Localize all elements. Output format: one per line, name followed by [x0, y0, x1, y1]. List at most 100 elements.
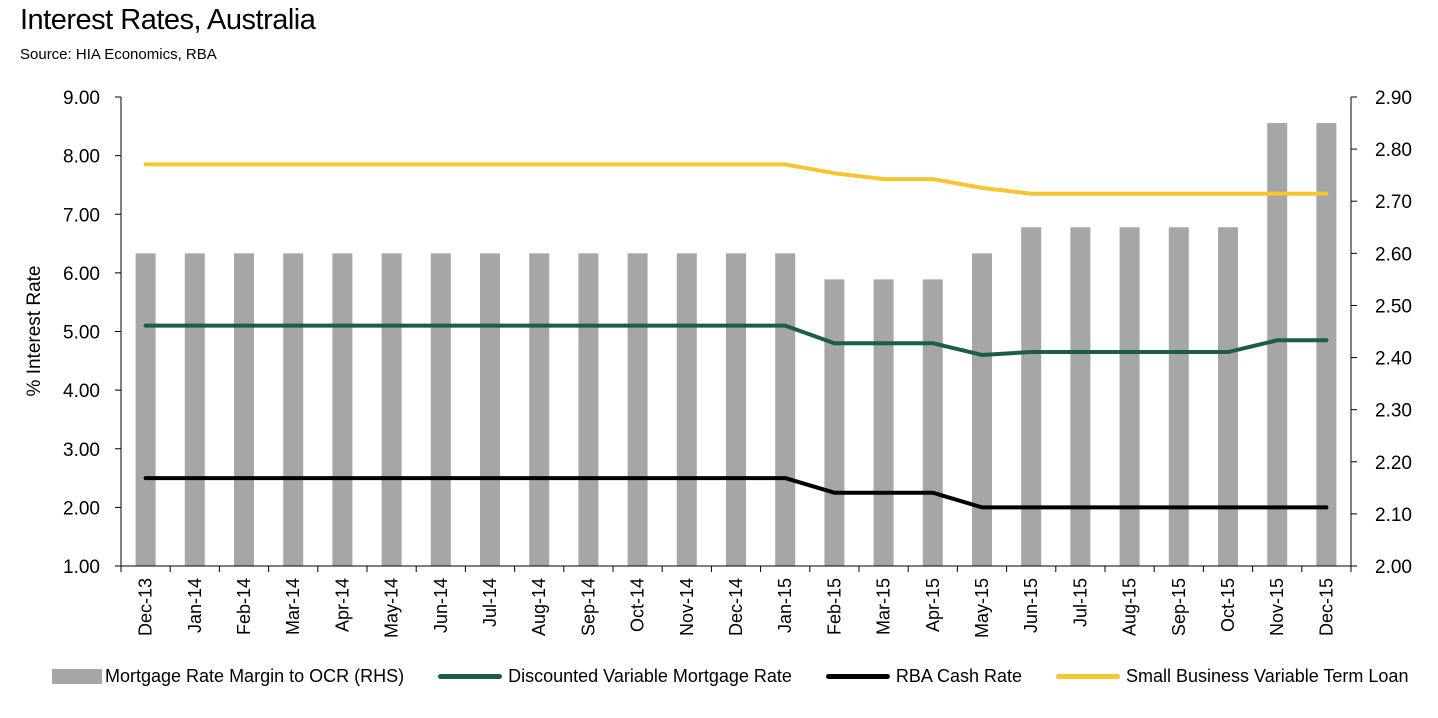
x-tick-label: Dec-14 — [726, 578, 746, 636]
line-small-business-variable-term-loan — [143, 162, 1329, 196]
point-2-Apr-14 — [341, 477, 343, 479]
point-3-Apr-15 — [932, 178, 934, 180]
x-tick-label: Jul-14 — [480, 578, 500, 627]
bar-margin-Mar-15 — [873, 279, 894, 566]
point-1-Oct-15 — [1227, 351, 1229, 353]
legend-item-small-business: Small Business Variable Term Loan — [1055, 666, 1409, 687]
y-tick-label-left: 3.00 — [63, 440, 100, 461]
legend-item-cash: RBA Cash Rate — [825, 666, 1022, 687]
point-3-Oct-14 — [637, 163, 639, 165]
point-3-Sep-14 — [587, 163, 589, 165]
point-1-Jun-15 — [1030, 351, 1032, 353]
point-3-Dec-15 — [1325, 193, 1327, 195]
bar-margin-Dec-14 — [726, 253, 746, 567]
y-tick-label-left: 6.00 — [63, 264, 100, 285]
bar-margin-Dec-15 — [1316, 123, 1337, 567]
x-tick-label: Feb-14 — [234, 578, 254, 635]
point-2-Jun-14 — [440, 477, 442, 479]
x-tick-label: Feb-15 — [824, 578, 844, 635]
point-1-Mar-14 — [292, 325, 294, 327]
legend-label-cash: RBA Cash Rate — [895, 666, 1022, 686]
point-3-Aug-15 — [1129, 193, 1131, 195]
x-tick-label: Sep-14 — [578, 578, 598, 636]
y-tick-label-right: 2.00 — [1375, 557, 1412, 578]
point-2-Aug-14 — [538, 477, 540, 479]
y-tick-label-left: 7.00 — [63, 205, 100, 226]
bar-margin-Apr-14 — [332, 253, 353, 567]
x-tick-label: May-14 — [382, 578, 402, 638]
point-3-Feb-14 — [243, 163, 245, 165]
x-tick-label: Dec-15 — [1316, 578, 1336, 636]
x-tick-label: Nov-15 — [1267, 578, 1287, 636]
legend-swatch-small-business — [1055, 674, 1120, 679]
point-3-Mar-14 — [292, 163, 294, 165]
point-2-Oct-14 — [637, 477, 639, 479]
point-3-Jan-15 — [784, 163, 786, 165]
point-3-Dec-14 — [735, 163, 737, 165]
chart-title: Interest Rates, Australia — [20, 4, 316, 36]
point-3-Feb-15 — [833, 172, 835, 174]
x-tick-label: Sep-15 — [1169, 578, 1189, 636]
bar-margin-Sep-15 — [1168, 227, 1189, 566]
point-3-Jun-15 — [1030, 193, 1032, 195]
point-1-Mar-15 — [883, 342, 885, 344]
bar-margin-Aug-15 — [1119, 227, 1140, 566]
bar-margin-Jul-15 — [1070, 227, 1091, 566]
point-2-Jun-15 — [1030, 506, 1032, 508]
point-1-Dec-15 — [1325, 339, 1327, 341]
point-2-Jan-14 — [194, 477, 196, 479]
bar-margin-Apr-15 — [922, 279, 943, 566]
bar-margin-May-14 — [381, 253, 402, 567]
point-1-Nov-14 — [686, 325, 688, 327]
bar-margin-Oct-15 — [1218, 227, 1238, 566]
x-tick-label: Oct-15 — [1218, 578, 1238, 632]
point-2-May-15 — [981, 506, 983, 508]
x-tick-label: Apr-14 — [332, 578, 352, 632]
x-tick-label: Nov-14 — [677, 578, 697, 636]
point-2-Mar-14 — [292, 477, 294, 479]
y-tick-label-right: 2.70 — [1375, 192, 1412, 213]
point-2-Feb-14 — [243, 477, 245, 479]
x-tick-label: Jun-15 — [1021, 578, 1041, 633]
bar-margin-Nov-14 — [676, 253, 697, 567]
legend-swatch-cash — [825, 674, 890, 679]
point-1-Aug-14 — [538, 325, 540, 327]
y-tick-label-right: 2.60 — [1375, 244, 1412, 265]
x-tick-label: May-15 — [972, 578, 992, 638]
point-1-Apr-14 — [341, 325, 343, 327]
y-tick-label-right: 2.90 — [1375, 88, 1412, 109]
point-1-Jan-15 — [784, 325, 786, 327]
point-2-Apr-15 — [932, 492, 934, 494]
y-tick-label-left: 1.00 — [63, 557, 100, 578]
x-tick-label: Jan-15 — [775, 578, 795, 633]
y-axis-title: % Interest Rate — [24, 266, 45, 397]
legend-item-discounted: Discounted Variable Mortgage Rate — [438, 666, 792, 687]
x-tick-label: Dec-13 — [136, 578, 156, 636]
point-2-Sep-14 — [587, 477, 589, 479]
y-tick-label-left: 4.00 — [63, 381, 100, 402]
point-3-Oct-15 — [1227, 193, 1229, 195]
y-tick-label-right: 2.50 — [1375, 296, 1412, 317]
x-tick-label: Jan-14 — [185, 578, 205, 633]
point-1-May-14 — [391, 325, 393, 327]
point-1-Jul-15 — [1079, 351, 1081, 353]
legend: Mortgage Rate Margin to OCR (RHS) Discou… — [52, 666, 1408, 687]
point-2-Oct-15 — [1227, 506, 1229, 508]
y-tick-label-left: 9.00 — [63, 88, 100, 109]
y-tick-label-right: 2.40 — [1375, 349, 1412, 370]
bar-margin-Sep-14 — [578, 253, 599, 567]
point-1-Jun-14 — [440, 325, 442, 327]
point-2-May-14 — [391, 477, 393, 479]
point-2-Aug-15 — [1129, 506, 1131, 508]
legend-label-small-business: Small Business Variable Term Loan — [1125, 666, 1409, 686]
point-2-Sep-15 — [1178, 506, 1180, 508]
point-3-May-15 — [981, 187, 983, 189]
chart-subtitle: Source: HIA Economics, RBA — [20, 46, 217, 63]
point-1-Sep-14 — [587, 325, 589, 327]
point-3-Jul-14 — [489, 163, 491, 165]
point-3-Jun-14 — [440, 163, 442, 165]
point-1-Dec-14 — [735, 325, 737, 327]
point-3-Nov-14 — [686, 163, 688, 165]
point-1-Oct-14 — [637, 325, 639, 327]
y-tick-label-left: 8.00 — [63, 147, 100, 168]
